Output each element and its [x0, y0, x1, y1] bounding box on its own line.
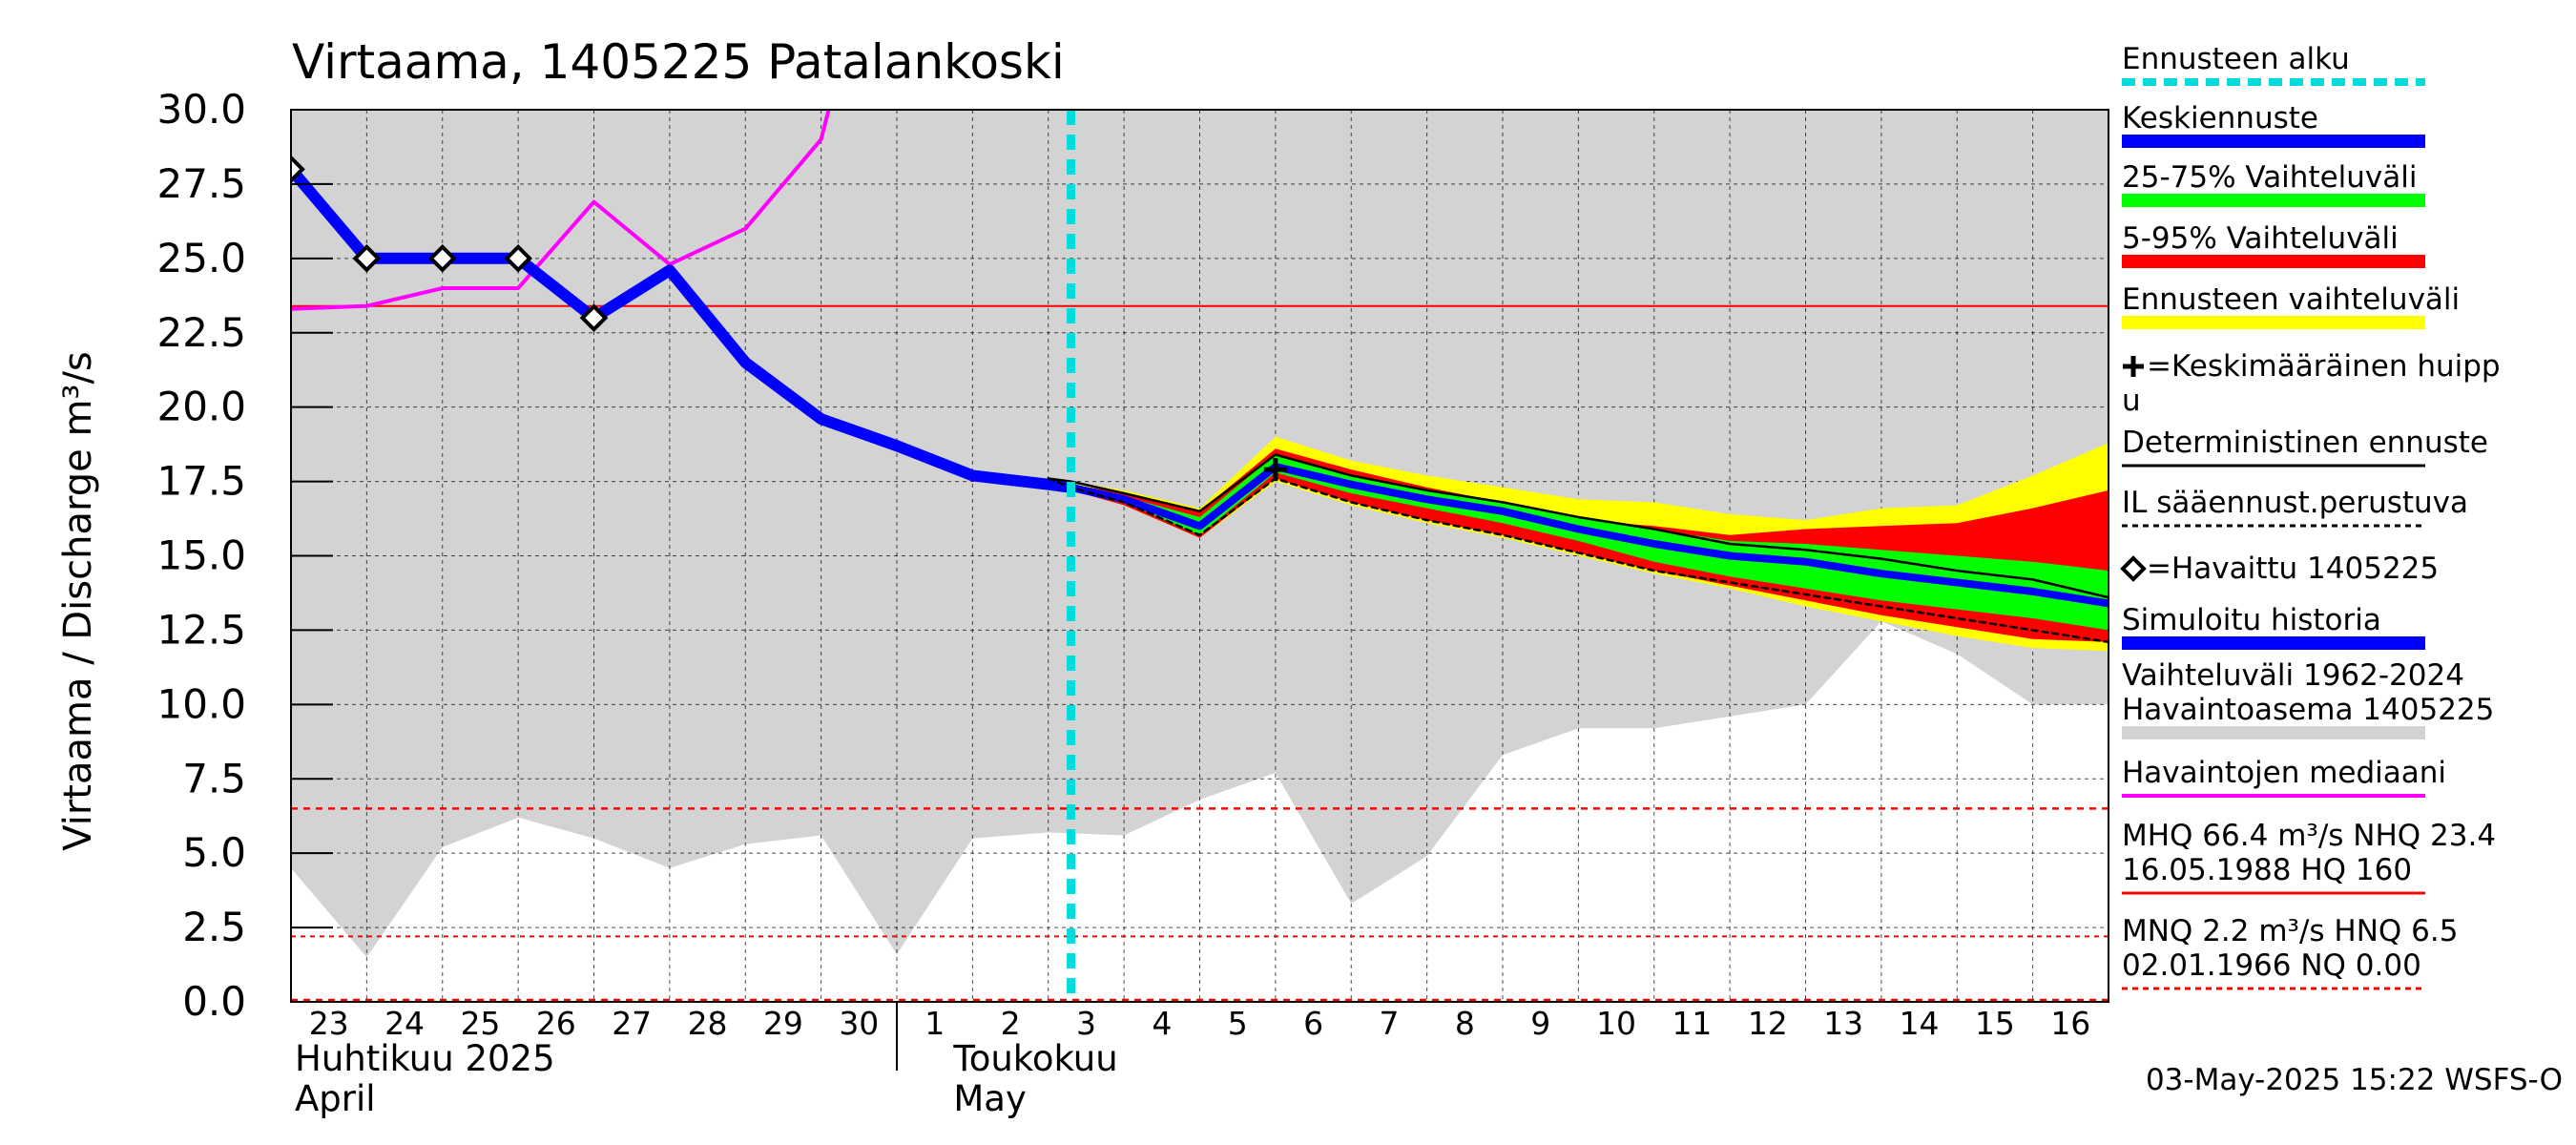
x-day-label: 25 [460, 1005, 500, 1042]
legend-label-line2: Havaintoasema 1405225 [2122, 693, 2494, 727]
legend-label: IL sääennust.perustuva [2122, 486, 2468, 520]
y-tick-label: 0.0 [182, 978, 246, 1025]
legend-label: MHQ 66.4 m³/s NHQ 23.4 [2122, 819, 2496, 853]
band-25-75 [1048, 454, 2109, 631]
x-day-label: 14 [1900, 1005, 1940, 1042]
y-axis-label: Virtaama / Discharge m³/s [56, 351, 100, 851]
legend-label-line2: 16.05.1988 HQ 160 [2122, 853, 2412, 887]
x-day-label: 1 [924, 1005, 945, 1042]
plot-area [290, 109, 2109, 1003]
y-tick-label: 30.0 [156, 86, 246, 133]
x-day-label: 2 [1001, 1005, 1021, 1042]
x-day-label: 10 [1596, 1005, 1636, 1042]
observed-point [427, 244, 457, 273]
y-tick-label: 12.5 [156, 606, 246, 653]
x-day-label: 6 [1303, 1005, 1323, 1042]
mean-peak-marker [1263, 458, 1287, 482]
legend-label-line2: 02.01.1966 NQ 0.00 [2122, 948, 2421, 983]
legend-label: Vaihteluväli 1962-2024 [2122, 658, 2464, 693]
x-day-label: 8 [1455, 1005, 1475, 1042]
legend-label: Simuloitu historia [2122, 603, 2381, 637]
legend-label-line2: u [2122, 384, 2141, 418]
weather-forecast-line [1047, 477, 2109, 644]
y-tick-label: 22.5 [156, 309, 246, 356]
legend-label: Ennusteen alku [2122, 42, 2350, 76]
y-tick-label: 7.5 [182, 755, 246, 802]
legend-label: Havaintojen mediaani [2122, 756, 2446, 790]
legend-label: Keskiennuste [2122, 101, 2318, 135]
y-tick-label: 25.0 [156, 235, 246, 281]
x-day-label: 23 [309, 1005, 349, 1042]
y-tick-label: 15.0 [156, 532, 246, 579]
x-day-label: 13 [1823, 1005, 1863, 1042]
month-label: Toukokuu [952, 1038, 1117, 1079]
x-day-label: 11 [1672, 1005, 1712, 1042]
observed-point [504, 244, 532, 273]
legend-observed-marker [2120, 555, 2147, 582]
x-day-label: 29 [763, 1005, 803, 1042]
legend-label: Ennusteen vaihteluväli [2122, 282, 2460, 317]
deterministic-forecast-line [1047, 453, 2109, 599]
x-day-label: 9 [1530, 1005, 1550, 1042]
x-day-label: 7 [1379, 1005, 1399, 1042]
median-observed-line [291, 110, 831, 311]
legend-peak-marker [2123, 356, 2144, 377]
legend-label: =Keskimääräinen huipp [2147, 349, 2501, 384]
y-axis: 0.0 2.5 5.0 7.5 10.0 12.5 15.0 17.5 20.0 22.5 25.0… [156, 86, 333, 1025]
x-day-label: 5 [1228, 1005, 1248, 1042]
month-label-english: April [295, 1078, 376, 1119]
x-day-label: 16 [2050, 1005, 2090, 1042]
observed-point [579, 303, 609, 332]
legend-label: MNQ 2.2 m³/s HNQ 6.5 [2122, 914, 2458, 948]
month-label: Huhtikuu 2025 [295, 1038, 555, 1079]
x-day-label: 27 [612, 1005, 652, 1042]
x-day-label: 12 [1748, 1005, 1788, 1042]
legend-label: =Havaittu 1405225 [2147, 552, 2439, 586]
y-tick-label: 5.0 [182, 829, 246, 876]
mean-forecast-line [1067, 463, 2109, 608]
plot-layer [291, 110, 2109, 1002]
footer-timestamp: 03-May-2025 15:22 WSFS-O [2146, 1063, 2563, 1097]
x-day-label: 24 [384, 1005, 425, 1042]
chart-title: Virtaama, 1405225 Patalankoski [292, 34, 1065, 90]
y-tick-label: 27.5 [156, 160, 246, 207]
y-tick-label: 10.0 [156, 680, 246, 727]
legend: Ennusteen alku Keskiennuste 25-75% Vaihtel… [2120, 42, 2501, 990]
x-day-label: 28 [688, 1005, 728, 1042]
x-day-label: 26 [536, 1005, 576, 1042]
x-day-label: 30 [839, 1005, 879, 1042]
x-day-label: 3 [1076, 1005, 1096, 1042]
x-axis: 23 24 25 26 27 28 29 30 1 2 3 4 5 6 7 8 9 10 11 12 13 14 15 16H… [295, 1002, 2090, 1119]
legend-label: 25-75% Vaihteluväli [2122, 160, 2418, 195]
y-tick-label: 2.5 [182, 904, 246, 950]
observed-point [352, 244, 382, 273]
legend-label: 5-95% Vaihteluväli [2122, 221, 2399, 256]
x-day-label: 15 [1975, 1005, 2015, 1042]
y-tick-label: 20.0 [156, 384, 246, 430]
month-label-english: May [953, 1078, 1027, 1119]
legend-label: Deterministinen ennuste [2122, 426, 2488, 460]
y-tick-label: 17.5 [156, 458, 246, 505]
x-day-label: 4 [1152, 1005, 1172, 1042]
observed-point [291, 155, 305, 184]
